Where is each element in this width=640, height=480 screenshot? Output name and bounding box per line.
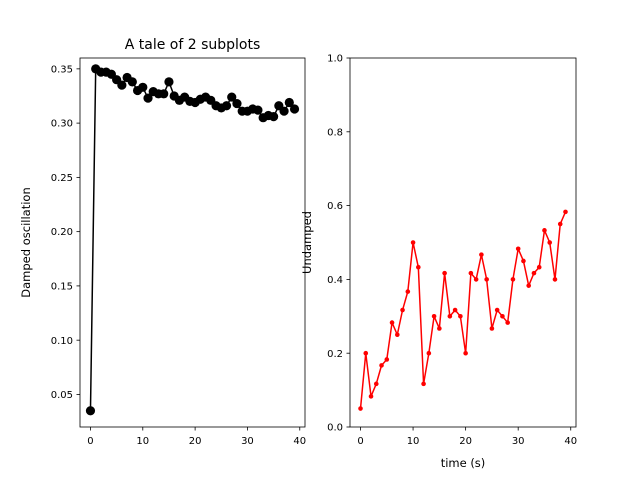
chart-0-series-0-point bbox=[164, 77, 174, 87]
chart-1-ytick-label: 0.6 bbox=[327, 201, 343, 212]
chart-0-ytick-label: 0.35 bbox=[51, 64, 73, 75]
chart-0-ytick-label: 0.10 bbox=[51, 336, 73, 347]
chart-1-series-0-point bbox=[463, 350, 468, 356]
chart-0-y-axis-label: Damped oscillation bbox=[19, 187, 33, 297]
chart-1-series-0-point bbox=[557, 221, 563, 227]
chart-1-series-0-point bbox=[405, 289, 411, 294]
chart-1-series-0-point bbox=[426, 350, 432, 356]
chart-1-series-0-point bbox=[358, 406, 363, 411]
chart-1-series-0-point bbox=[552, 277, 558, 282]
chart-1-series-0-point bbox=[442, 270, 447, 276]
chart-0-xtick-label: 0 bbox=[87, 436, 93, 447]
chart-1-series-0-line bbox=[359, 211, 567, 409]
chart-1-series-0-point bbox=[410, 240, 416, 245]
chart-1-series-0-point bbox=[447, 314, 453, 319]
chart-0-series-0-point bbox=[232, 98, 242, 109]
chart-1-ytick-label: 0.4 bbox=[327, 275, 343, 286]
chart-0-ytick-label: 0.25 bbox=[51, 173, 73, 184]
chart-1-series-0-point bbox=[452, 307, 458, 313]
chart-0-series-0-point bbox=[253, 105, 263, 115]
chart-1-series-0-point bbox=[379, 363, 384, 368]
chart-1-series-0-point bbox=[505, 320, 510, 325]
chart-1-series-0-point bbox=[500, 314, 505, 319]
chart-1-series-0-point bbox=[531, 270, 537, 276]
chart-0-xtick-label: 20 bbox=[189, 436, 202, 447]
chart-1-series-0-point bbox=[510, 277, 516, 282]
chart-0-series-0-point bbox=[159, 89, 169, 99]
chart-0-series-0-point bbox=[289, 104, 300, 114]
chart-0-series-0-point bbox=[138, 82, 148, 92]
chart-1-series-0-point bbox=[416, 264, 421, 270]
chart-0-ytick-label: 0.05 bbox=[51, 390, 73, 401]
chart-0-series-0-point bbox=[279, 106, 289, 116]
chart-1-series-0-point bbox=[536, 264, 542, 270]
chart-0-xtick-label: 10 bbox=[136, 436, 149, 447]
chart-0-series-0-point bbox=[284, 97, 294, 108]
chart-1-series-0-point bbox=[515, 246, 521, 252]
chart-1-series-0-point bbox=[526, 283, 531, 288]
chart-1-series-0-point bbox=[437, 326, 442, 331]
chart-0-plot-frame bbox=[79, 57, 306, 428]
chart-1-series-0-point bbox=[489, 326, 495, 331]
chart-1-series-0-point bbox=[400, 307, 405, 313]
chart-0-ytick-label: 0.30 bbox=[51, 119, 73, 130]
chart-1-series-0-point bbox=[373, 381, 379, 387]
chart-1-xtick-label: 40 bbox=[564, 436, 577, 447]
chart-1-series-0-point bbox=[421, 381, 426, 387]
chart-1-series-0-point bbox=[363, 350, 369, 356]
chart-1-series-0-point bbox=[521, 258, 526, 264]
chart-1-series-0-point bbox=[563, 209, 568, 215]
chart-0-series-0-point bbox=[269, 112, 279, 122]
chart-1-series-0-point bbox=[389, 320, 395, 325]
chart-1-y-axis-label: Undamped bbox=[300, 211, 314, 274]
chart-0-series-0-point bbox=[117, 80, 127, 90]
chart-1-xtick-label: 20 bbox=[459, 436, 472, 447]
chart-1-series-0-point bbox=[494, 307, 500, 313]
chart-0-xtick-label: 40 bbox=[293, 436, 306, 447]
chart-0-series-0-point bbox=[221, 101, 232, 111]
chart-0-title: A tale of 2 subplots bbox=[125, 37, 261, 53]
chart-1-ytick-label: 0.8 bbox=[327, 127, 343, 138]
subplot-undamped: 0 10 20 30 40 0.0 0.2 0.4 0.6 0.8 1.0 time (s) Undam… bbox=[300, 54, 577, 470]
chart-1-series-0-point bbox=[395, 332, 400, 338]
chart-1-x-axis-label: time (s) bbox=[441, 456, 486, 470]
chart-1-series-0-point bbox=[542, 228, 547, 233]
chart-1-series-0-point bbox=[479, 252, 484, 257]
chart-1-ytick-label: 0.0 bbox=[327, 423, 343, 434]
chart-0-ytick-label: 0.15 bbox=[51, 282, 73, 293]
chart-1-xtick-label: 0 bbox=[357, 436, 363, 447]
chart-1-series-0-point bbox=[384, 357, 390, 362]
chart-0-series-0-point bbox=[227, 92, 237, 102]
chart-1-series-0-point bbox=[368, 394, 374, 399]
chart-1-series-0-point bbox=[468, 270, 474, 276]
chart-1-xtick-label: 30 bbox=[512, 436, 525, 447]
chart-0-series-0-point bbox=[85, 406, 96, 416]
subplot-damped: 0 10 20 30 40 0.05 0.10 0.15 0.20 0.25 0.30 0.35 A t… bbox=[19, 37, 306, 447]
chart-1-series-0-point bbox=[431, 314, 437, 319]
chart-1-ytick-label: 1.0 bbox=[327, 54, 343, 65]
chart-1-plot-frame bbox=[349, 57, 577, 428]
chart-1-series-0-point bbox=[547, 240, 553, 245]
chart-0-series-0-point bbox=[127, 77, 137, 87]
chart-1-series-0-point bbox=[458, 314, 463, 319]
chart-1-series-0-point bbox=[484, 277, 489, 282]
chart-0-ytick-label: 0.20 bbox=[51, 227, 73, 238]
chart-1-ytick-label: 0.2 bbox=[327, 349, 343, 360]
chart-0-xtick-label: 30 bbox=[241, 436, 254, 447]
chart-1-xtick-label: 10 bbox=[407, 436, 420, 447]
chart-1-series-0-point bbox=[473, 277, 479, 282]
chart-0-series-0-point bbox=[143, 93, 153, 103]
